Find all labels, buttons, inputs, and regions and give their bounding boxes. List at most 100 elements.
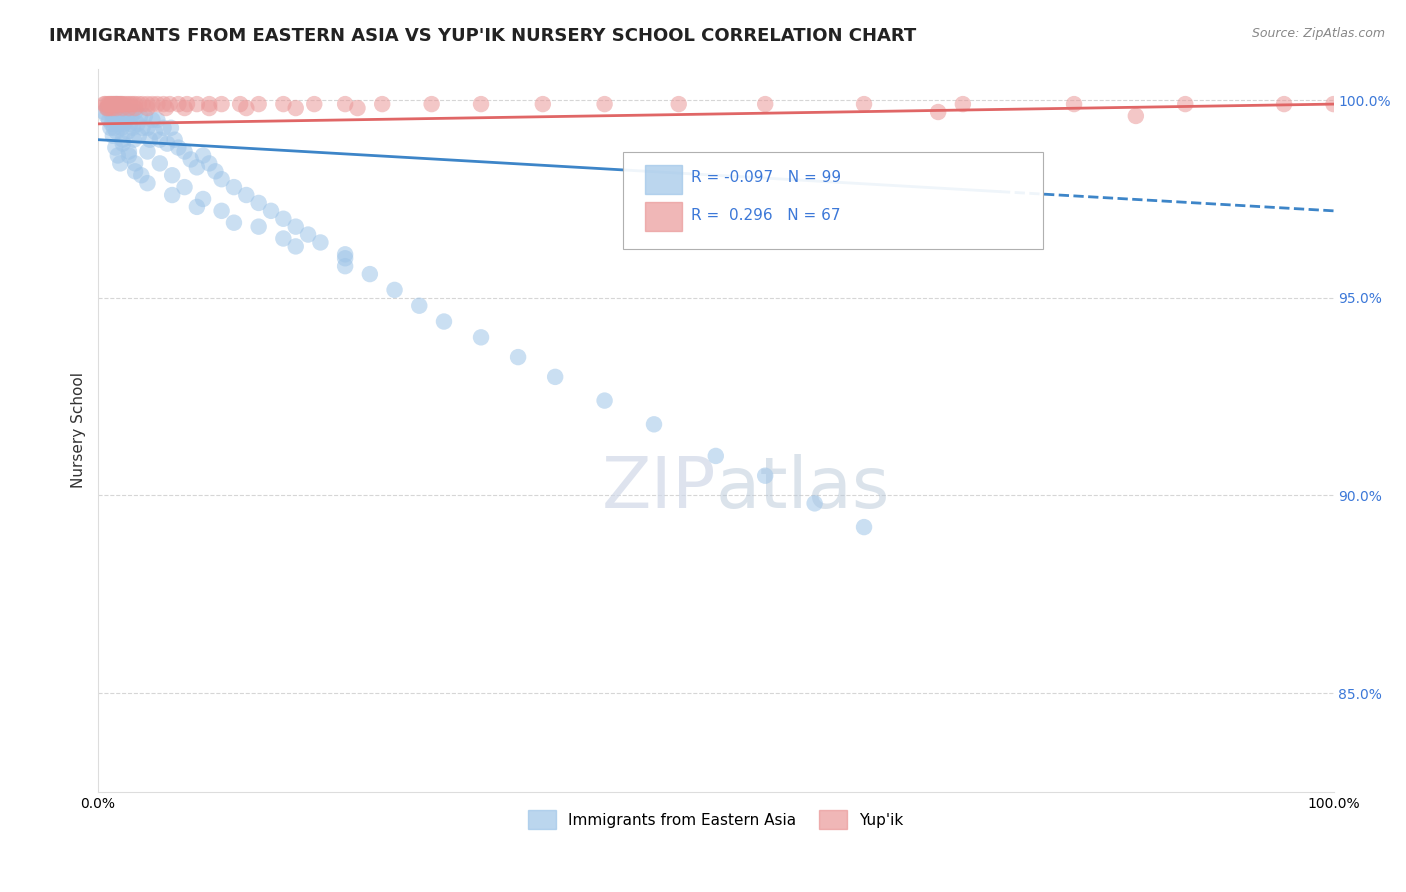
Point — [110, 97, 132, 112]
Point — [136, 176, 159, 190]
Point — [118, 145, 141, 159]
Point — [104, 140, 127, 154]
Point — [260, 203, 283, 218]
Point — [120, 109, 142, 123]
Point — [103, 120, 125, 135]
Point — [107, 109, 129, 123]
Point — [186, 97, 208, 112]
Point — [96, 109, 118, 123]
Point — [110, 156, 132, 170]
Point — [173, 145, 195, 159]
Point — [124, 105, 146, 120]
Point — [104, 112, 127, 127]
Point — [853, 520, 876, 534]
Point — [204, 164, 226, 178]
Point — [105, 97, 128, 112]
Point — [470, 97, 492, 112]
Point — [105, 125, 128, 139]
Text: atlas: atlas — [716, 454, 890, 523]
Point — [97, 97, 120, 112]
Point — [129, 109, 152, 123]
Point — [105, 97, 128, 112]
Point — [384, 283, 406, 297]
Point — [141, 112, 163, 127]
Point — [93, 97, 115, 112]
Point — [97, 101, 120, 115]
Point — [198, 156, 221, 170]
Point — [544, 370, 567, 384]
Point — [128, 128, 150, 143]
Text: R = -0.097   N = 99: R = -0.097 N = 99 — [692, 170, 841, 186]
Point — [163, 133, 186, 147]
FancyBboxPatch shape — [623, 152, 1043, 250]
Bar — [645, 165, 682, 194]
Point — [118, 148, 141, 162]
Point — [371, 97, 394, 112]
Point — [143, 125, 166, 139]
Point — [94, 97, 117, 112]
Point — [333, 252, 356, 266]
Point — [176, 97, 198, 112]
Point — [103, 97, 125, 112]
Point — [111, 97, 134, 112]
Point — [304, 97, 326, 112]
Point — [129, 168, 152, 182]
Point — [128, 97, 150, 112]
Point — [111, 133, 134, 147]
Point — [100, 117, 122, 131]
Point — [141, 97, 163, 112]
Point — [93, 105, 115, 120]
Point — [111, 101, 134, 115]
Point — [127, 117, 149, 131]
Point — [100, 101, 122, 115]
Point — [108, 97, 131, 112]
Point — [359, 267, 381, 281]
Point — [111, 109, 134, 123]
Point — [191, 148, 214, 162]
Point — [136, 120, 159, 135]
Point — [155, 101, 177, 115]
Point — [1272, 97, 1295, 112]
Point — [211, 172, 233, 186]
Point — [124, 164, 146, 178]
Point — [333, 247, 356, 261]
Point — [117, 97, 139, 112]
Point — [101, 97, 124, 112]
Text: IMMIGRANTS FROM EASTERN ASIA VS YUP'IK NURSERY SCHOOL CORRELATION CHART: IMMIGRANTS FROM EASTERN ASIA VS YUP'IK N… — [49, 27, 917, 45]
Point — [408, 299, 430, 313]
Point — [668, 97, 690, 112]
Point — [643, 417, 665, 432]
Point — [593, 97, 616, 112]
Point — [122, 133, 145, 147]
Point — [160, 168, 183, 182]
Point — [98, 97, 121, 112]
Text: Source: ZipAtlas.com: Source: ZipAtlas.com — [1251, 27, 1385, 40]
Point — [593, 393, 616, 408]
Point — [149, 156, 172, 170]
Point — [101, 109, 124, 123]
Point — [100, 97, 122, 112]
Point — [117, 125, 139, 139]
Point — [927, 105, 949, 120]
Point — [156, 136, 179, 151]
Point — [108, 117, 131, 131]
Text: R =  0.296   N = 67: R = 0.296 N = 67 — [692, 208, 841, 223]
Point — [273, 97, 295, 112]
Point — [198, 101, 221, 115]
Point — [111, 136, 134, 151]
Point — [952, 97, 974, 112]
Point — [191, 192, 214, 206]
Point — [173, 101, 195, 115]
Point — [146, 97, 169, 112]
Text: ZIP: ZIP — [602, 454, 716, 523]
Point — [198, 97, 221, 112]
Point — [97, 101, 120, 115]
Point — [247, 97, 270, 112]
Point — [110, 120, 132, 135]
Point — [211, 97, 233, 112]
Point — [96, 101, 118, 115]
Point — [531, 97, 554, 112]
Point — [118, 101, 141, 115]
Point — [167, 97, 190, 112]
Point — [1174, 97, 1197, 112]
